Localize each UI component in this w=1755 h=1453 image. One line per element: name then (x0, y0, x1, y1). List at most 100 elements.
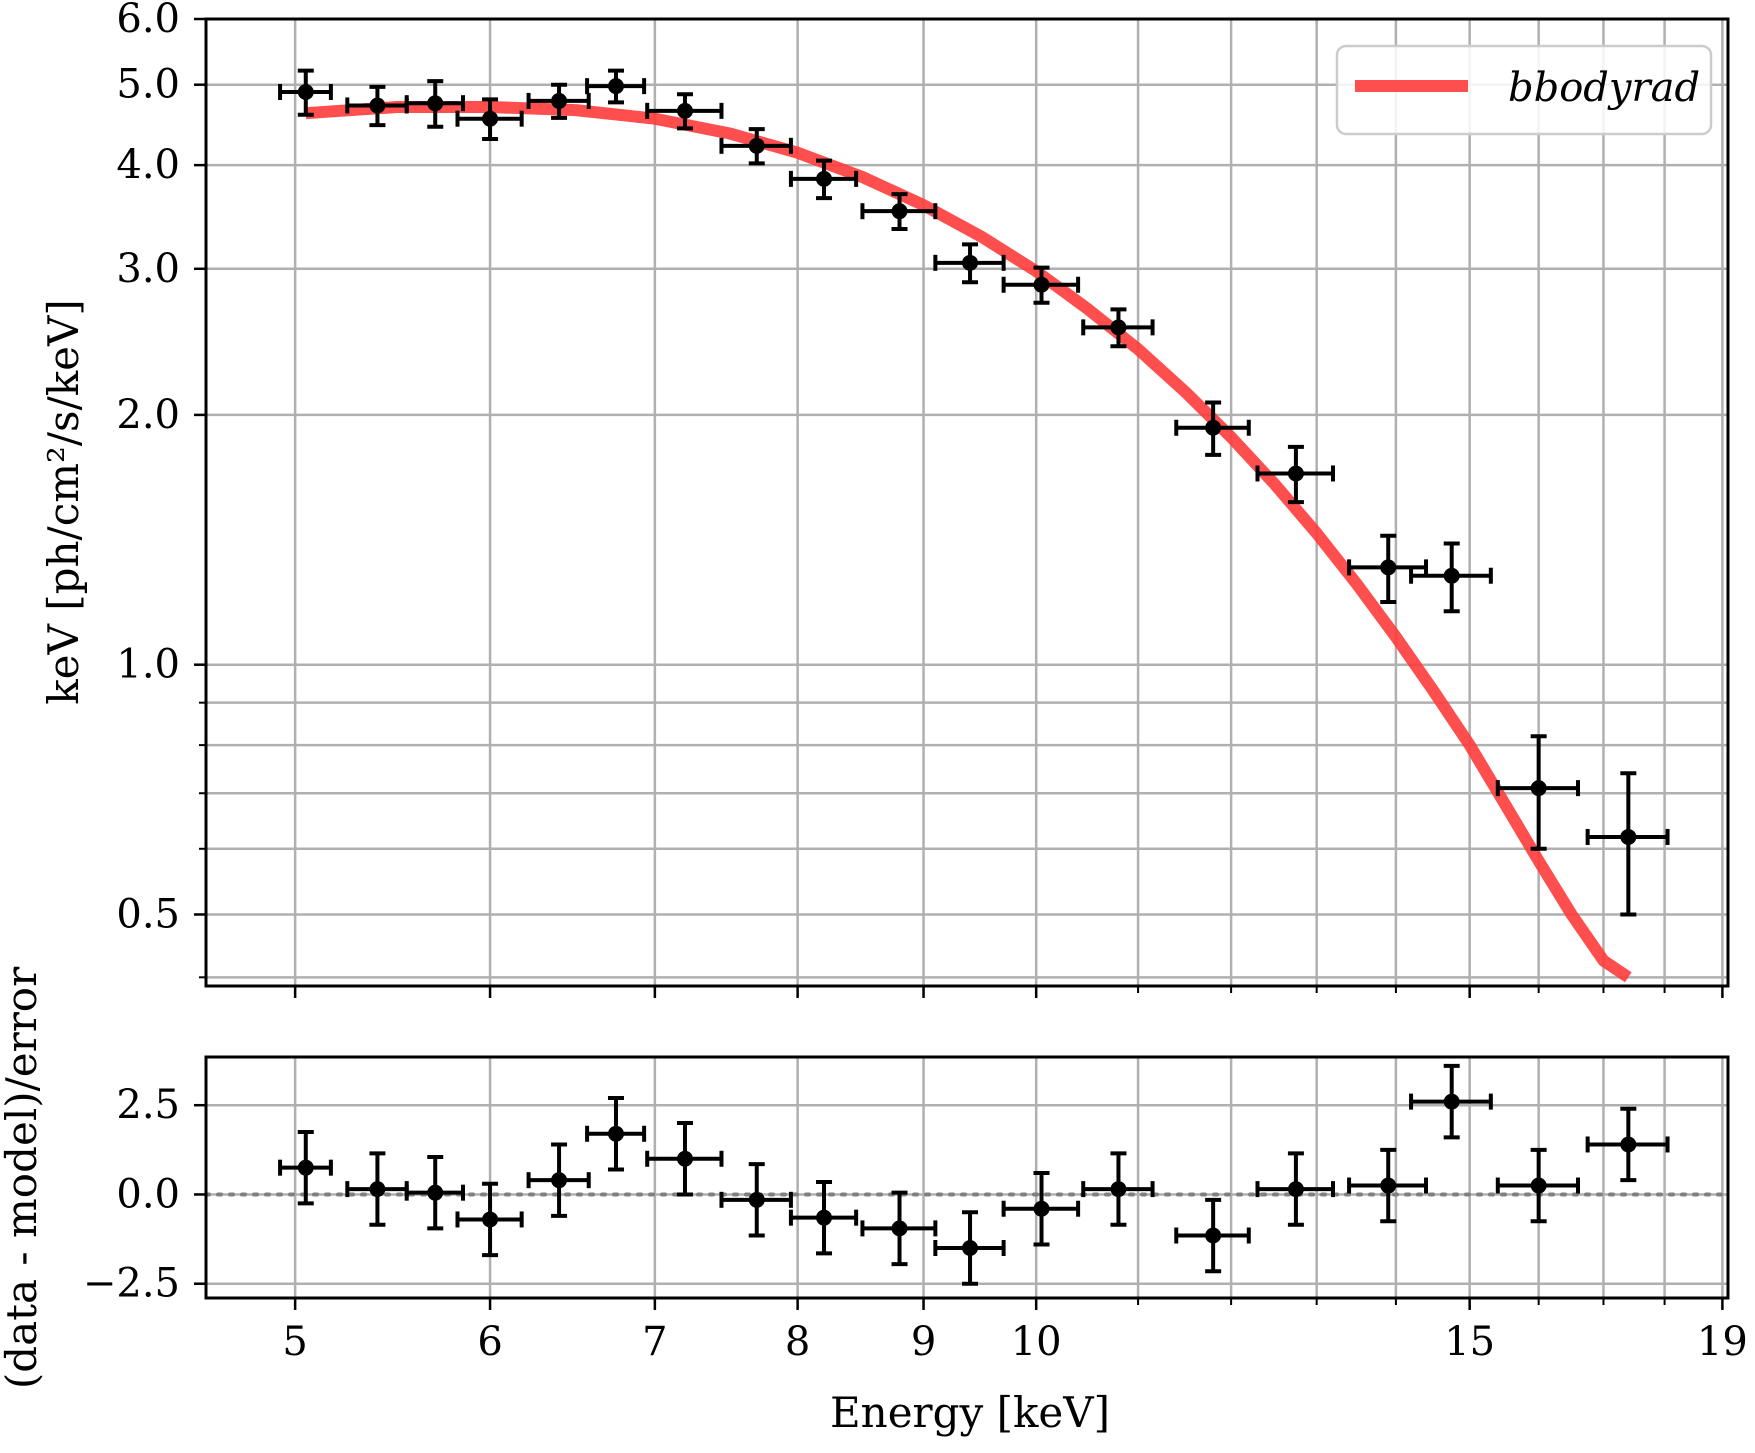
spectrum-data-marker (1620, 828, 1637, 845)
legend: bbodyrad (1335, 44, 1713, 136)
spectrum-data-marker (1110, 319, 1127, 336)
residual-data-point (585, 1096, 647, 1172)
spectrum-data-point (1347, 533, 1429, 605)
spectrum-data-marker (607, 78, 624, 95)
spectrum-data-point (526, 82, 591, 120)
spectrum-data-point (278, 68, 333, 117)
spectrum-data-point (455, 97, 524, 142)
residual-data-point (526, 1142, 591, 1218)
spectrum-data-point (933, 242, 1006, 285)
spectrum-series (278, 68, 1670, 983)
spectrum-data-marker (748, 137, 765, 154)
spectrum-data-marker (962, 254, 979, 271)
residual-data-point (1347, 1147, 1429, 1224)
residual-data-point (1001, 1171, 1081, 1247)
residual-data-marker (297, 1159, 314, 1176)
residual-data-point (645, 1121, 724, 1197)
x-tick-label: 5 (282, 1319, 307, 1365)
residual-data-point (278, 1129, 333, 1206)
spectrum-data-point (585, 68, 647, 105)
residual-data-marker (676, 1150, 693, 1167)
spectrum-data-marker (482, 110, 499, 127)
residual-data-point (1174, 1197, 1251, 1274)
spectrum-data-point (1255, 444, 1335, 505)
spectrum-data-marker (1205, 419, 1222, 436)
residual-data-marker (962, 1240, 979, 1257)
spectrum-data-point (1001, 265, 1081, 305)
residual-data-marker (891, 1220, 908, 1237)
residual-data-point (455, 1181, 524, 1258)
x-tick-label: 10 (1011, 1319, 1062, 1365)
residual-data-marker (1205, 1227, 1222, 1244)
residual-data-point (788, 1179, 859, 1256)
residual-data-point (1255, 1151, 1335, 1227)
residual-data-marker (1287, 1181, 1304, 1198)
residual-data-marker (607, 1125, 624, 1142)
residual-data-marker (427, 1184, 444, 1201)
legend-label-bbodyrad: bbodyrad (1508, 65, 1700, 111)
spectrum-y-tick-label: 3.0 (116, 246, 180, 292)
spectrum-y-tick-label: 5.0 (116, 62, 180, 108)
x-tick-label: 15 (1444, 1319, 1495, 1365)
residual-data-point (1585, 1106, 1670, 1183)
legend-box (1335, 44, 1713, 136)
spectrum-y-tick-label: 0.5 (116, 891, 180, 937)
x-axis-label: Energy [keV] (830, 1388, 1110, 1437)
residual-y-tick-label: −2.5 (83, 1261, 180, 1307)
spectrum-data-point (1174, 400, 1251, 457)
spectrum-data-marker (676, 102, 693, 119)
spectrum-ticks: 6.0 5.0 4.0 3.0 2.0 1.0 0.5 (116, 0, 1724, 998)
residual-data-marker (1110, 1181, 1127, 1198)
spectrum-frame (204, 17, 1730, 988)
spectrum-y-tick-label: 1.0 (116, 642, 180, 688)
x-tick-label: 6 (477, 1319, 502, 1365)
spectrum-data-point (1081, 307, 1155, 349)
x-tick-label: 8 (785, 1319, 810, 1365)
spectrum-y-tick-label: 4.0 (116, 142, 180, 188)
spectrum-data-marker (297, 83, 314, 100)
residual-data-marker (1530, 1177, 1547, 1194)
residual-data-marker (369, 1181, 386, 1198)
residual-data-marker (1033, 1200, 1050, 1217)
spectrum-data-point (645, 92, 724, 131)
spectrum-data-point (719, 127, 793, 166)
spectrum-y-tick-label: 2.0 (116, 392, 180, 438)
residual-data-point (719, 1162, 793, 1238)
spectrum-data-marker (1380, 559, 1397, 576)
spectrum-data-marker (1443, 567, 1460, 584)
residual-data-point (404, 1154, 465, 1231)
residual-data-marker (1380, 1177, 1397, 1194)
spectrum-data-point (860, 192, 938, 232)
residual-data-point (933, 1210, 1006, 1286)
spectrum-data-marker (1033, 276, 1050, 293)
residual-data-point (1495, 1147, 1581, 1224)
residual-data-marker (748, 1191, 765, 1208)
residual-ticks: 5 6 7 8 9 10 15 19 2.5 0.0 −2.5 (83, 1082, 1748, 1365)
spectrum-data-marker (551, 92, 568, 109)
spectrum-grid (206, 17, 1728, 986)
spectrum-data-point (1585, 771, 1670, 917)
spectrum-data-point (404, 79, 465, 129)
residual-y-tick-label: 2.5 (116, 1082, 180, 1128)
spectrum-data-point (1495, 734, 1581, 851)
spectrum-data-marker (1287, 465, 1304, 482)
x-tick-label: 19 (1697, 1319, 1748, 1365)
spectrum-data-marker (369, 97, 386, 114)
x-tick-label: 7 (642, 1319, 667, 1365)
residual-data-point (860, 1190, 938, 1267)
spectrum-data-marker (891, 203, 908, 220)
spectrum-y-axis-label: keV [ph/cm²/s/keV] (39, 299, 88, 705)
residual-data-point (1081, 1151, 1155, 1227)
residual-data-point (1409, 1063, 1493, 1140)
spectrum-data-marker (1530, 780, 1547, 797)
spectrum-data-marker (816, 170, 833, 187)
residual-y-tick-label: 0.0 (116, 1171, 180, 1217)
x-tick-label: 9 (911, 1319, 936, 1365)
spectrum-data-marker (427, 95, 444, 112)
residual-data-marker (551, 1172, 568, 1189)
spectrum-data-point (1409, 541, 1493, 614)
residual-data-marker (1443, 1093, 1460, 1110)
